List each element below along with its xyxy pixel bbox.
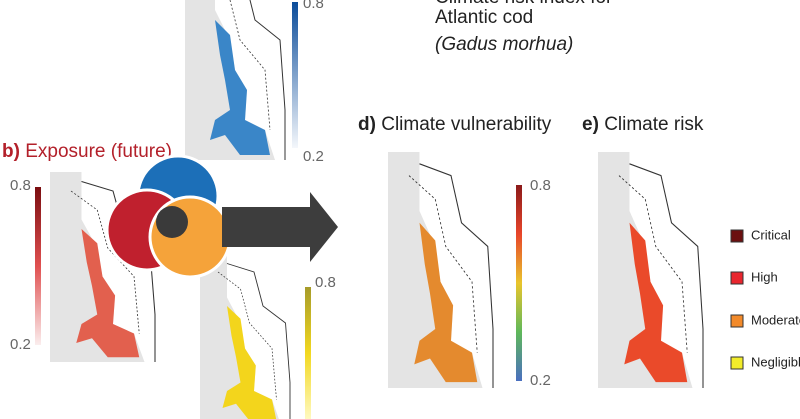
- legend-swatch: [730, 229, 744, 243]
- panel-letter: b): [2, 141, 20, 162]
- scale-label: 0.2: [530, 372, 551, 389]
- scale-label: 0.2: [10, 336, 31, 353]
- title-line: Climate risk index for: [435, 0, 613, 8]
- scale-label: 0.8: [303, 0, 324, 12]
- colorbar: [516, 185, 522, 381]
- map-vulnerability: [387, 151, 505, 389]
- colorbar: [305, 287, 311, 419]
- panel-name: Climate vulnerability: [381, 114, 552, 135]
- species: (Gadus morhua): [435, 34, 573, 55]
- map-sensitivity: [199, 254, 300, 419]
- legend-label: High: [751, 269, 778, 284]
- panel-letter: d): [358, 114, 376, 135]
- legend-label: Moderate: [751, 312, 800, 327]
- colorbar: [292, 2, 298, 148]
- map-hazard: [184, 0, 296, 161]
- venn: [105, 154, 232, 279]
- legend-swatch: [730, 356, 744, 370]
- scale-label: 0.8: [315, 274, 336, 291]
- legend-swatch: [730, 271, 744, 285]
- legend-swatch: [730, 314, 744, 328]
- panel-name: Exposure (future): [25, 141, 172, 162]
- legend: Critical High Moderate Negligible: [730, 227, 800, 370]
- panel-title: e) Climate risk: [582, 114, 704, 135]
- legend-label: Critical: [751, 227, 791, 242]
- map-risk: [597, 151, 715, 389]
- scale-label: 0.8: [530, 177, 551, 194]
- panel-title: b) Exposure (future): [2, 141, 172, 162]
- scale-label: 0.2: [303, 148, 324, 165]
- panel-name: Climate risk: [604, 114, 704, 135]
- legend-label: Negligible: [751, 354, 800, 369]
- scale-label: 0.8: [10, 177, 31, 194]
- panel-letter: e): [582, 114, 599, 135]
- panel-title: d) Climate vulnerability: [358, 114, 552, 135]
- colorbar: [35, 187, 41, 345]
- title-line: Atlantic cod: [435, 7, 533, 28]
- arrow: [222, 192, 338, 262]
